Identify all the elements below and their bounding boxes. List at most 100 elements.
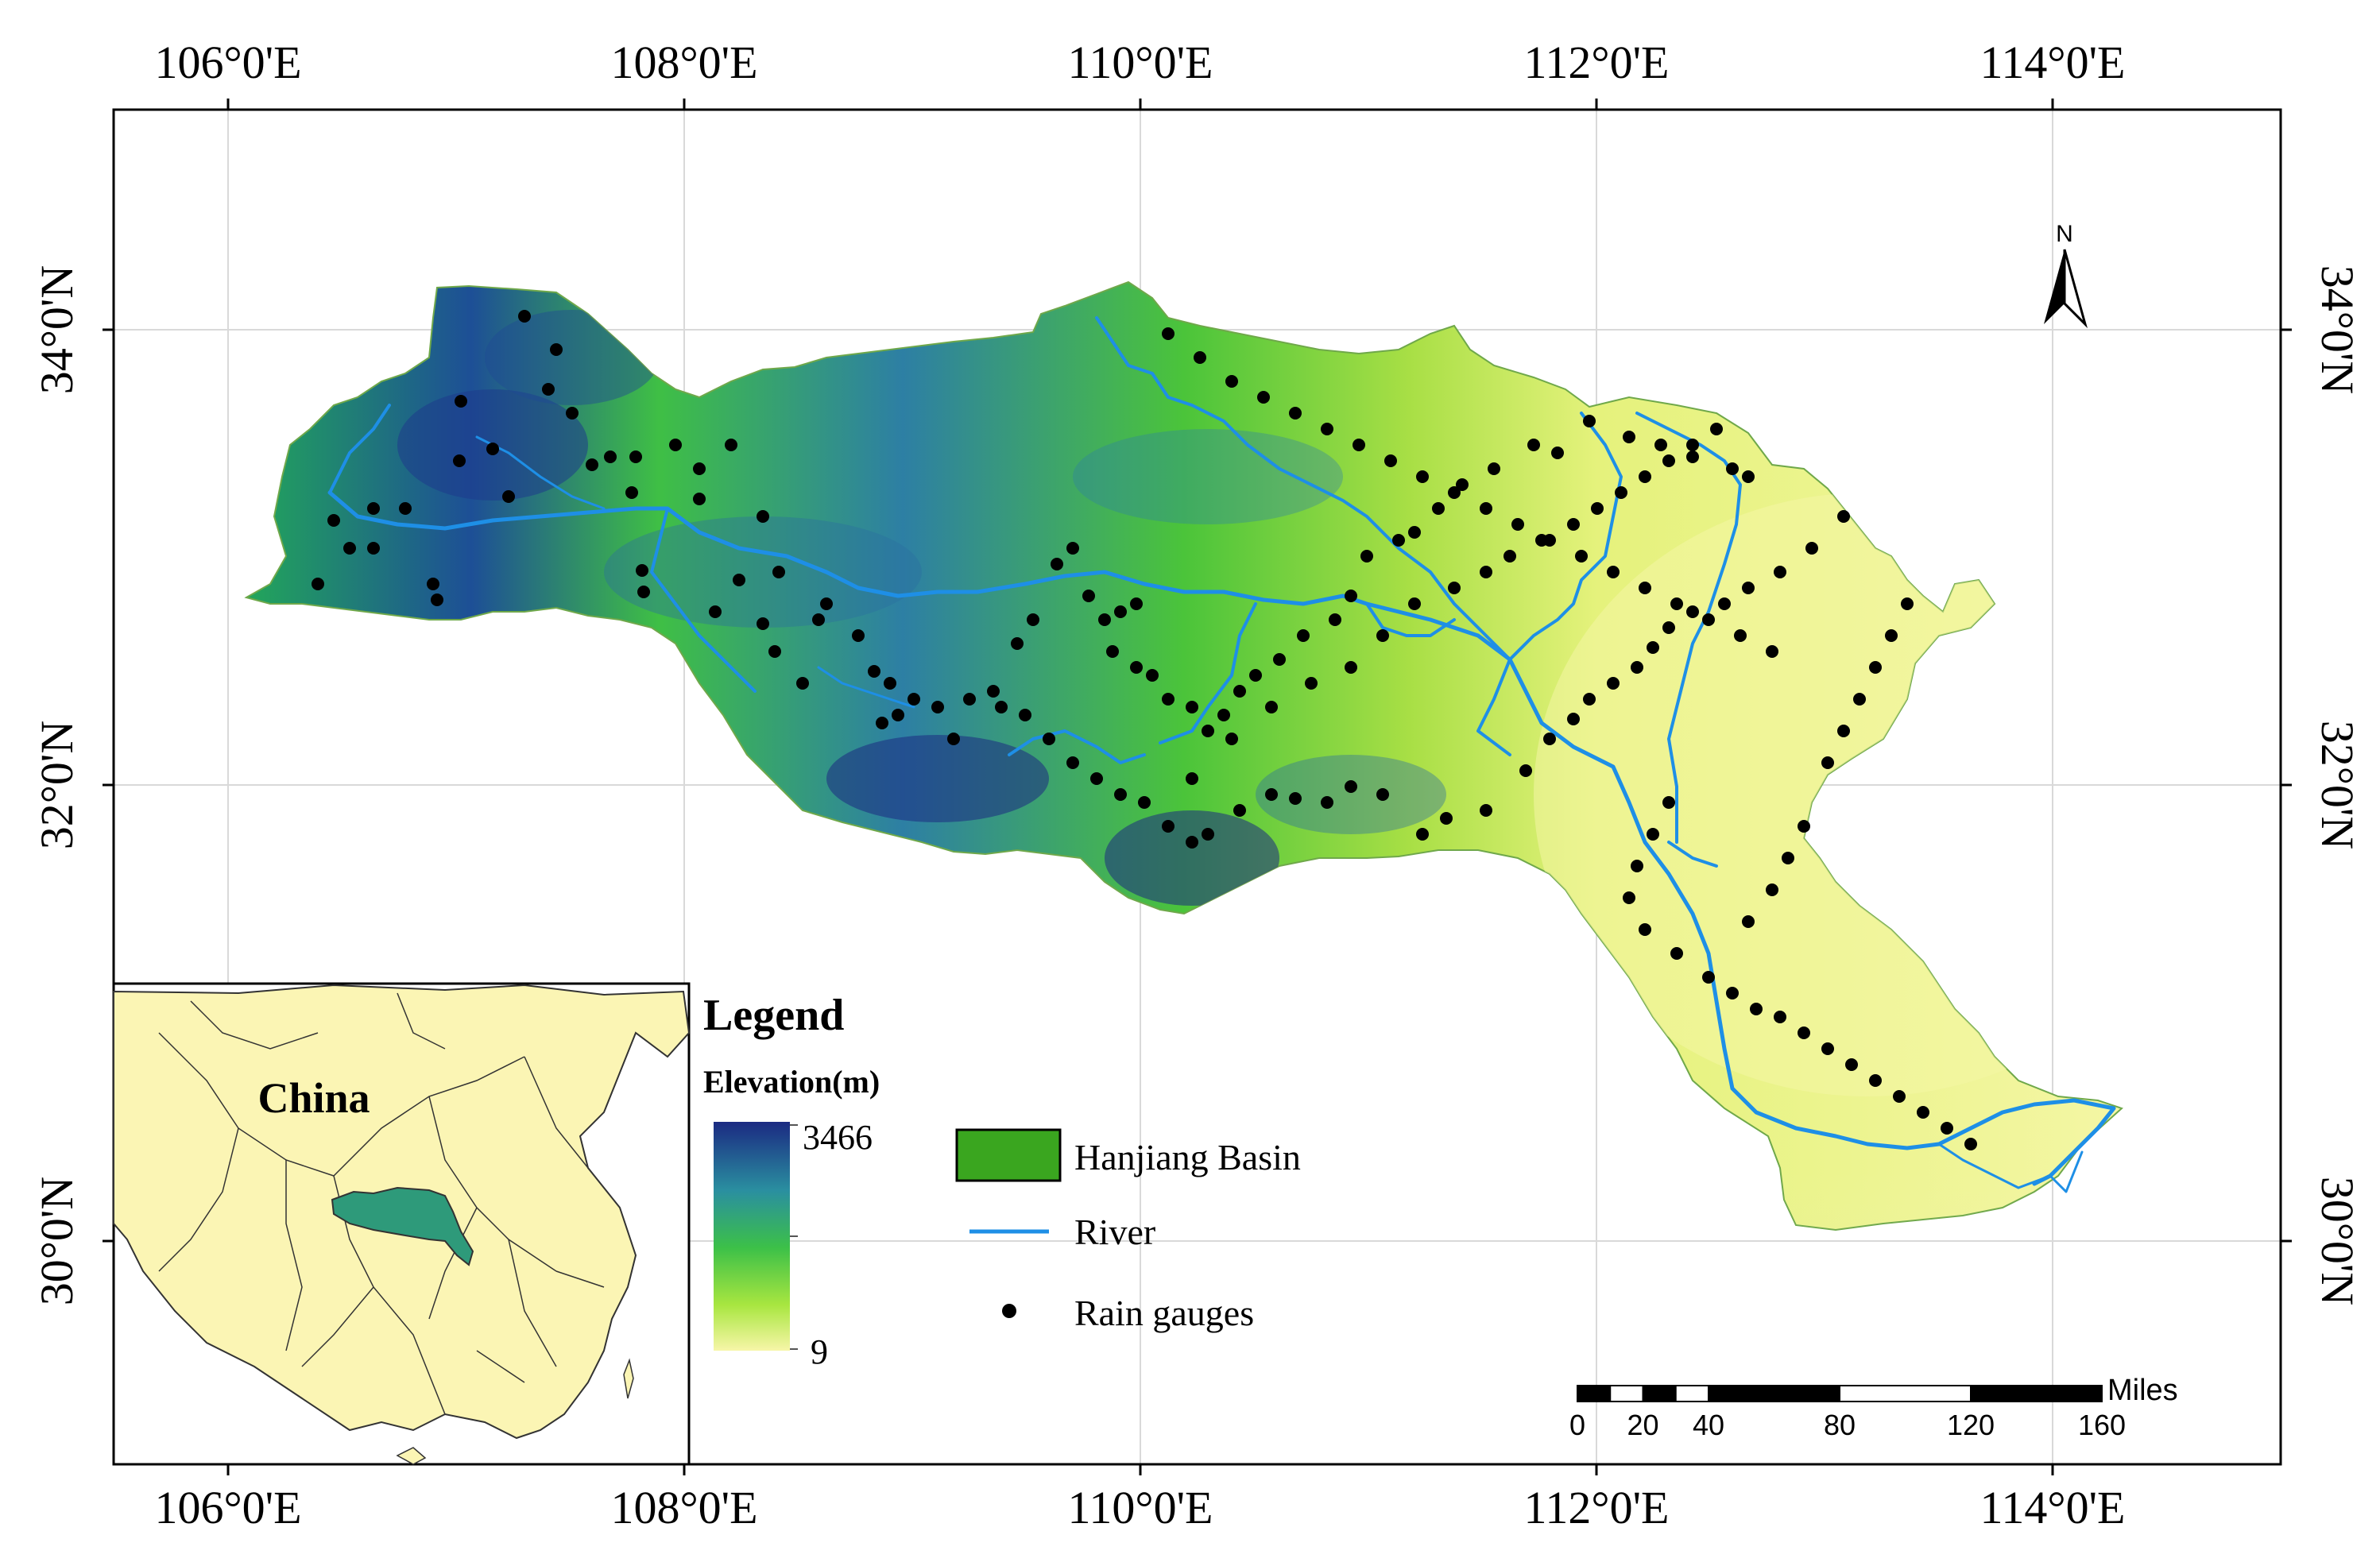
rain-gauge-point [1742, 582, 1755, 594]
rain-gauge-point [312, 578, 324, 590]
rain-gauge-point [1408, 526, 1421, 539]
rain-gauge-point [1130, 597, 1143, 610]
rain-gauge-point [1742, 470, 1755, 483]
rain-gauge-point [931, 701, 944, 713]
legend-river-label: River [1074, 1212, 1155, 1252]
rain-gauge-point [757, 617, 769, 630]
rain-gauge-point [1297, 629, 1310, 642]
latitude-label-right: 34°0'N [2312, 265, 2363, 395]
inset-taiwan [623, 1358, 634, 1399]
rain-gauge-point [1782, 852, 1794, 864]
legend-elevation-title: Elevation(m) [703, 1064, 880, 1100]
rain-gauge-point [550, 343, 563, 356]
latitude-label-right: 32°0'N [2312, 721, 2363, 850]
rain-gauge-point [1615, 486, 1627, 499]
rain-gauge-point [1623, 431, 1635, 443]
rain-gauge-point [1742, 915, 1755, 928]
rain-gauge-point [987, 685, 1000, 698]
rain-gauge-point [1798, 820, 1810, 833]
rain-gauge-point [343, 542, 356, 555]
legend-gauge-swatch [1002, 1304, 1016, 1318]
rain-gauge-point [868, 665, 880, 678]
rain-gauge-point [1654, 439, 1667, 451]
rain-gauge-point [1202, 725, 1214, 737]
legend-title: Legend [703, 991, 844, 1040]
rain-gauge-point [1376, 629, 1389, 642]
rain-gauge-point [1607, 566, 1620, 578]
rain-gauge-point [1345, 661, 1357, 674]
rain-gauge-point [637, 586, 650, 598]
rain-gauge-point [1488, 462, 1500, 475]
rain-gauge-point [1233, 685, 1246, 698]
rain-gauge-point [1583, 415, 1596, 427]
rain-gauge-point [1162, 820, 1175, 833]
rain-gauge-point [1639, 923, 1651, 936]
rain-gauge-point [1194, 351, 1206, 364]
rain-gauge-point [907, 693, 920, 706]
rain-gauge-point [1575, 550, 1588, 563]
inset-hanjiang-basin [331, 1186, 474, 1266]
scale-unit-label: Miles [2107, 1374, 2178, 1407]
rain-gauge-point [1043, 733, 1055, 745]
rain-gauge-point [431, 593, 443, 606]
longitude-label-bottom: 110°0'E [1068, 1482, 1213, 1533]
longitude-label-bottom: 112°0'E [1524, 1482, 1670, 1533]
rain-gauge-point [1647, 828, 1659, 841]
north-arrow: N [2044, 221, 2088, 329]
rain-gauge-point [1353, 439, 1365, 451]
rain-gauge-point [725, 439, 737, 451]
rain-gauge-point [1527, 439, 1540, 451]
elevation-color-ramp [714, 1122, 790, 1351]
rain-gauge-point [1885, 629, 1898, 642]
rain-gauge-point [1249, 669, 1262, 682]
rain-gauge-point [693, 493, 706, 505]
longitude-label-top: 114°0'E [1980, 37, 2126, 88]
legend-basin-swatch [955, 1128, 1062, 1182]
rain-gauge-point [1225, 733, 1238, 745]
rain-gauge-point [1138, 796, 1151, 809]
rain-gauge-point [586, 458, 598, 471]
rain-gauge-point [772, 566, 785, 578]
rain-gauge-point [1837, 510, 1850, 523]
rain-gauge-point [1051, 558, 1063, 570]
rain-gauge-point [1670, 597, 1683, 610]
rain-gauge-point [1639, 582, 1651, 594]
rain-gauge-point [1686, 439, 1699, 451]
legend-gauge-label: Rain gauges [1074, 1293, 1254, 1333]
rain-gauge-point [1162, 693, 1175, 706]
latitude-label-right: 30°0'N [2312, 1177, 2363, 1306]
rain-gauge-point [1416, 828, 1429, 841]
rain-gauge-point [1146, 669, 1159, 682]
rain-gauge-point [1639, 470, 1651, 483]
rain-gauge-point [1766, 645, 1778, 658]
rain-gauge-point [1837, 725, 1850, 737]
rain-gauge-point [1162, 327, 1175, 340]
inset-hainan [396, 1447, 427, 1465]
rain-gauge-point [1869, 661, 1882, 674]
elevation-min-label: 9 [811, 1332, 828, 1371]
rain-gauge-point [1662, 454, 1675, 467]
scale-bar: Miles 0 20 40 80 120 160 [1569, 1374, 2178, 1441]
longitude-label-top: 112°0'E [1524, 37, 1670, 88]
rain-gauge-point [1567, 518, 1580, 531]
legend: Legend Elevation(m) 3466 9 Hanjiang Basi… [703, 991, 1301, 1371]
rain-gauge-point [669, 439, 682, 451]
rain-gauge-point [820, 597, 833, 610]
rain-gauge-point [1384, 454, 1397, 467]
rain-gauge-point [1631, 661, 1643, 674]
rain-gauge-point [963, 693, 976, 706]
rain-gauge-point [1082, 590, 1095, 602]
rain-gauge-point [1273, 653, 1286, 666]
rain-gauge-point [1686, 450, 1699, 463]
latitude-label-left: 30°0'N [31, 1177, 83, 1306]
rain-gauge-point [1702, 971, 1715, 984]
inset-country-label: China [257, 1074, 370, 1122]
rain-gauge-point [1321, 423, 1333, 435]
rain-gauge-point [1734, 629, 1747, 642]
scale-tick-label: 80 [1824, 1409, 1856, 1441]
rain-gauge-point [1345, 590, 1357, 602]
rain-gauge-point [1202, 828, 1214, 841]
rain-gauge-point [1289, 407, 1302, 419]
rain-gauge-point [367, 542, 380, 555]
